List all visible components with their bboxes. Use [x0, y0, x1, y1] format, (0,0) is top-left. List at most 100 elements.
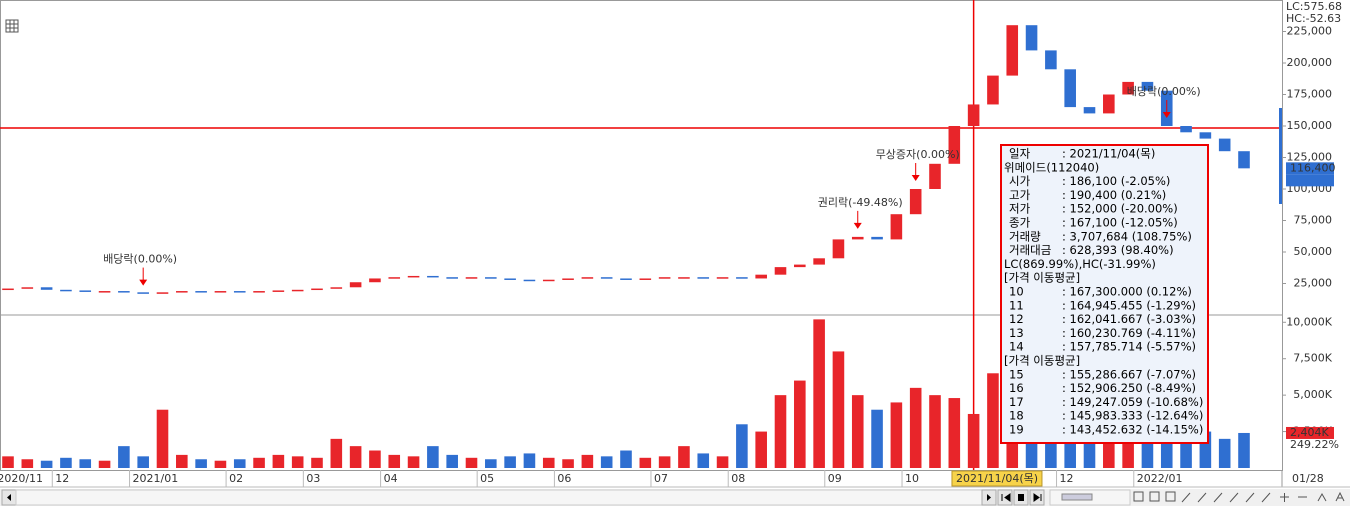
x-tick-label: 10	[905, 472, 919, 485]
candle	[1199, 132, 1212, 139]
last-price-box	[1286, 162, 1334, 175]
volume-bar	[369, 450, 381, 468]
candle	[427, 275, 439, 278]
volume-bar	[388, 454, 401, 468]
candle	[871, 236, 883, 240]
candle	[40, 287, 53, 290]
volume-bar	[542, 457, 555, 468]
candle	[118, 291, 130, 293]
volume-bar	[1180, 427, 1192, 468]
tooltip-label: 14	[1009, 340, 1024, 354]
candle	[987, 75, 999, 105]
tooltip-label: 11	[1009, 298, 1024, 312]
y-tick-label: 125,000	[1287, 151, 1333, 164]
tooltip: 일자: 2021/11/04(목)위메이드(112040)시가: 186,100…	[1000, 144, 1209, 444]
tooltip-value: : 186,100 (-2.05%)	[1062, 174, 1170, 188]
volume-bar	[446, 454, 458, 468]
crosshair-date-label: 2021/11/04(목)	[956, 472, 1038, 485]
tool-icon[interactable]	[1149, 491, 1160, 502]
volume-bar	[581, 454, 594, 468]
candle	[1006, 25, 1019, 76]
volume-bar	[233, 459, 246, 468]
zoom-icons[interactable]	[1280, 493, 1307, 502]
tooltip-value: : 167,300.000 (0.12%)	[1062, 285, 1192, 299]
tooltip-label: 13	[1009, 326, 1024, 340]
y-tick-label: 225,000	[1287, 25, 1333, 38]
volume-bar	[137, 456, 149, 468]
x-tick-label: 04	[384, 472, 398, 485]
volume-bar	[813, 319, 825, 468]
zoom-thumb[interactable]	[1061, 493, 1093, 501]
volume-bar	[60, 457, 72, 468]
candle	[1218, 138, 1231, 152]
x-tick-label: 05	[480, 472, 494, 485]
volume-bar	[291, 456, 304, 468]
first-icon	[1001, 493, 1011, 502]
tooltip-label: 시가	[1009, 174, 1031, 188]
annotation-arrowhead	[853, 222, 862, 229]
candle	[272, 290, 285, 292]
tooltip-label: 12	[1009, 312, 1024, 326]
volume-bar	[716, 456, 729, 468]
candle	[407, 275, 420, 278]
volume-bar	[195, 459, 207, 468]
volume-bar	[832, 351, 845, 468]
tooltip-value: : 152,000 (-20.00%)	[1062, 202, 1178, 216]
tool-icon[interactable]	[1165, 491, 1176, 502]
y-tick-label: 175,000	[1287, 88, 1333, 101]
volume-bar	[600, 456, 613, 468]
volume-bar	[79, 459, 92, 468]
x-tick-label: 2021/01	[133, 472, 179, 485]
candle	[2, 288, 14, 291]
volume-bar	[40, 460, 53, 468]
x-tick-label: 06	[557, 472, 571, 485]
candle	[1180, 126, 1192, 133]
annotation-label: 배당락(0.00%)	[1127, 85, 1201, 98]
candle	[1064, 69, 1076, 108]
scroll-track[interactable]	[15, 489, 983, 506]
tooltip-label: 저가	[1009, 202, 1031, 216]
volume-bar	[736, 424, 748, 468]
candle	[1083, 107, 1096, 114]
volume-bar	[485, 459, 497, 468]
annotation-arrowhead	[911, 175, 920, 181]
volume-bar	[987, 373, 999, 468]
candle	[755, 274, 767, 279]
candle	[98, 291, 111, 293]
font-a-icon[interactable]	[1335, 491, 1345, 502]
annotation-label: 배당락(0.00%)	[103, 253, 177, 266]
x-tick-label: 2020/11	[0, 472, 43, 485]
volume-bar	[311, 457, 323, 468]
tooltip-value: : 160,230.769 (-4.11%)	[1062, 326, 1196, 340]
volume-bar	[1141, 431, 1154, 468]
volume-bar	[272, 454, 285, 468]
x-tick-label: 02	[229, 472, 243, 485]
candle	[485, 277, 497, 279]
plot-frame	[0, 0, 1283, 471]
candle	[851, 236, 864, 240]
menu-icon[interactable]	[5, 19, 19, 33]
y-tick-label: 50,000	[1294, 245, 1333, 258]
candle	[21, 287, 34, 289]
menu-icon-frame	[5, 19, 19, 33]
last-volume-box	[1286, 426, 1334, 439]
last-icon	[1033, 493, 1042, 502]
annotation-label: 권리락(-49.48%)	[818, 196, 903, 209]
volume-bar	[21, 459, 34, 468]
y-tick-label: 150,000	[1287, 119, 1333, 132]
tooltip-value: : 149,247.059 (-10.68%)	[1062, 395, 1203, 409]
x-tick-label: 09	[828, 472, 842, 485]
volume-bar	[253, 457, 265, 468]
candle	[330, 287, 343, 289]
candle	[388, 277, 401, 279]
stop-icon	[1018, 494, 1024, 501]
tool-icon[interactable]	[1133, 491, 1144, 502]
tooltip-heading: LC(869.99%),HC(-31.99%)	[1004, 257, 1156, 271]
volume-bar	[427, 446, 439, 468]
y-tick-label: 200,000	[1287, 56, 1333, 69]
candle	[639, 278, 652, 280]
candle	[929, 163, 941, 189]
font-up-icon[interactable]	[1317, 492, 1327, 502]
volume-bar	[929, 395, 941, 468]
